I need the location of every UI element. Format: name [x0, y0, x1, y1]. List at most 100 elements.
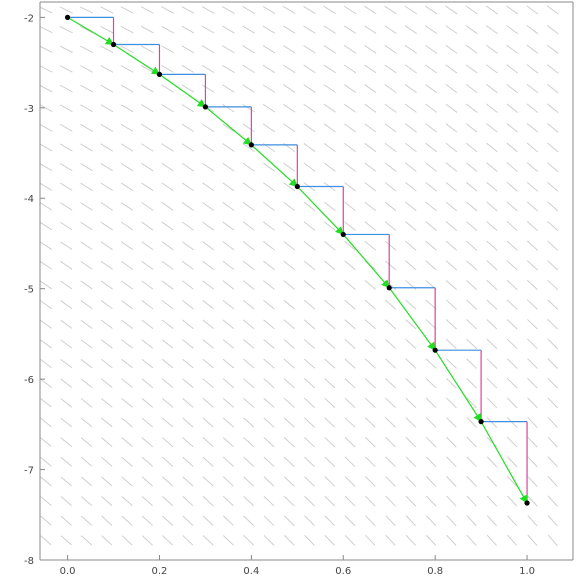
slope-segment	[344, 103, 357, 113]
slope-segment	[141, 398, 154, 408]
slope-segment	[506, 201, 518, 212]
slope-segment	[445, 83, 458, 94]
slope-segment	[445, 338, 457, 350]
slope-segment	[141, 496, 153, 507]
slope-segment	[202, 535, 214, 546]
slope-segment	[323, 103, 336, 113]
slope-segment	[161, 280, 174, 290]
slope-segment	[181, 221, 194, 231]
slope-segment	[39, 45, 53, 53]
slope-segment	[59, 143, 73, 152]
data-point	[340, 231, 346, 238]
slope-segment	[506, 83, 519, 94]
slope-segment	[80, 6, 94, 14]
slope-segment	[181, 123, 195, 133]
slope-segment	[100, 319, 113, 329]
slope-segment	[40, 515, 52, 526]
slope-segment	[343, 84, 357, 93]
slope-segment	[445, 201, 458, 212]
slope-segment	[304, 476, 315, 487]
slope-segment	[465, 44, 478, 54]
slope-segment	[303, 358, 316, 369]
slope-segment	[527, 358, 538, 369]
slope-segment	[405, 515, 417, 527]
slope-segment	[527, 319, 538, 330]
slope-segment	[161, 64, 174, 73]
slope-segment	[425, 142, 437, 153]
slope-segment	[283, 397, 295, 408]
slope-segment	[120, 6, 134, 14]
slope-segment	[405, 456, 417, 468]
slope-segment	[100, 65, 114, 73]
slope-segment	[425, 64, 438, 74]
slope-segment	[385, 319, 397, 330]
slope-segment	[465, 64, 478, 74]
data-point	[524, 500, 530, 506]
slope-segment	[202, 182, 215, 192]
slope-segment	[141, 143, 154, 152]
slope-segment	[486, 260, 498, 271]
slope-segment	[404, 103, 417, 113]
slope-segment	[283, 319, 295, 330]
slope-segment	[343, 5, 357, 15]
slope-segment	[120, 104, 134, 113]
slope-segment	[364, 44, 377, 54]
slope-segment	[364, 299, 376, 310]
slope-segment	[100, 163, 114, 172]
slope-segment	[304, 456, 315, 467]
slope-segment	[446, 436, 457, 448]
slope-segment	[40, 437, 52, 447]
slope-segment	[365, 515, 376, 527]
slope-segment	[263, 476, 275, 487]
slope-segment	[466, 456, 477, 468]
slope-segment	[202, 241, 215, 251]
slope-segment	[283, 417, 295, 428]
slope-segment	[222, 182, 235, 192]
slope-segment	[222, 378, 235, 389]
slope-segment	[385, 534, 396, 546]
slope-segment	[243, 515, 255, 526]
slope-segment	[465, 25, 478, 35]
slope-segment	[465, 5, 478, 15]
slope-segment	[181, 241, 194, 251]
slope-segment	[222, 260, 235, 271]
slope-segment	[80, 319, 93, 329]
slope-segment	[364, 103, 377, 113]
slope-segment	[242, 103, 255, 113]
slope-segment	[243, 397, 255, 408]
slope-segment	[140, 6, 154, 14]
slope-segment	[141, 104, 154, 113]
slope-segment	[60, 378, 73, 388]
slope-segment	[283, 358, 295, 369]
slope-segment	[242, 221, 255, 231]
slope-segment	[121, 437, 133, 448]
slope-segment	[425, 456, 437, 468]
slope-segment	[365, 534, 376, 546]
slope-segment	[384, 240, 397, 251]
slope-segment	[445, 279, 457, 291]
slope-segment	[344, 495, 356, 507]
slope-segment	[506, 25, 519, 35]
slope-segment	[80, 515, 93, 526]
slope-segment	[201, 6, 215, 14]
slope-segment	[120, 202, 134, 211]
slope-segment	[364, 456, 376, 468]
slope-segment	[404, 84, 417, 94]
slope-segment	[404, 5, 417, 15]
slope-segment	[303, 280, 316, 290]
slope-segment	[323, 240, 336, 251]
slope-segment	[141, 515, 153, 526]
slope-segment	[547, 358, 559, 369]
y-tick-label: -3	[24, 104, 34, 115]
slope-segment	[141, 182, 154, 192]
slope-segment	[466, 240, 478, 251]
slope-segment	[39, 163, 53, 172]
slope-segment	[304, 535, 315, 546]
slope-segment	[303, 162, 316, 172]
slope-segment	[344, 201, 356, 212]
slope-segment	[526, 5, 539, 15]
slope-segment	[121, 260, 134, 270]
slope-segment	[141, 339, 154, 349]
slope-segment	[121, 300, 133, 310]
slope-segment	[161, 437, 174, 448]
